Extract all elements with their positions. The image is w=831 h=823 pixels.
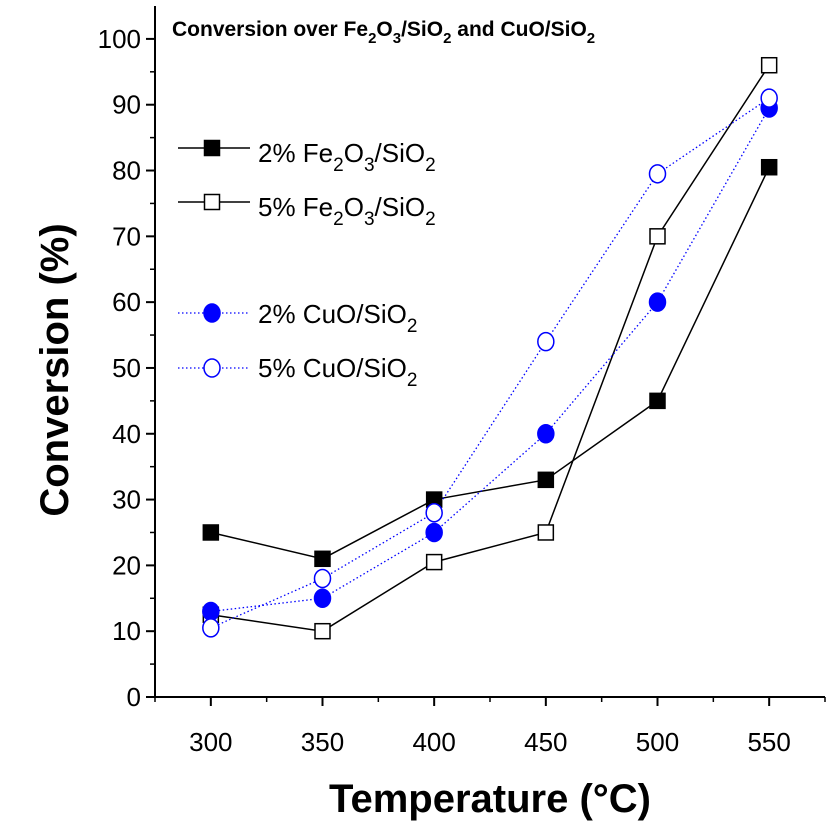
data-point-series-1 <box>425 553 443 571</box>
data-point-series-3 <box>648 164 667 184</box>
data-point-series-1 <box>760 56 778 74</box>
x-tick-label: 450 <box>524 727 567 757</box>
data-point-series-2 <box>202 601 220 622</box>
data-point-series-0 <box>202 524 220 541</box>
legend-label-5pct-fe2o3: 5% Fe2O3/SiO2 <box>258 192 436 230</box>
data-point-series-0 <box>314 550 331 568</box>
y-ticks: 0 10 20 30 40 50 60 70 80 90 100 <box>98 24 155 712</box>
data-point-series-3 <box>537 331 555 352</box>
data-point-series-3 <box>425 502 443 523</box>
x-axis-title: Temperature (°C) <box>329 777 651 821</box>
data-point-series-0 <box>760 158 778 176</box>
chart-title: Conversion over Fe2O3/SiO2 and CuO/SiO2 <box>172 18 595 47</box>
x-tick-label: 500 <box>636 727 679 757</box>
legend-marker <box>203 139 221 157</box>
series-lines <box>210 64 770 632</box>
legend: 2% Fe2O3/SiO2 5% Fe2O3/SiO2 2% CuO/SiO2 … <box>178 138 436 391</box>
data-point-series-0 <box>649 392 666 410</box>
legend-symbol-2pct-cuo <box>178 303 250 323</box>
data-point-series-3 <box>760 88 778 108</box>
x-tick-label: 350 <box>301 727 344 757</box>
series-line-0 <box>210 166 770 560</box>
data-point-series-2 <box>313 588 332 609</box>
legend-symbol-2pct-fe2o3 <box>178 139 250 157</box>
data-point-series-0 <box>537 471 555 489</box>
y-tick-label: 20 <box>112 550 141 580</box>
x-tick-label: 550 <box>747 727 790 757</box>
legend-symbol-5pct-fe2o3 <box>178 193 250 211</box>
series-line-2 <box>210 107 770 613</box>
data-point-series-3 <box>313 568 332 589</box>
y-tick-label: 80 <box>112 156 141 186</box>
y-tick-label: 0 <box>127 682 141 712</box>
data-point-series-1 <box>649 228 666 245</box>
legend-marker <box>203 358 221 378</box>
data-point-series-2 <box>537 424 555 444</box>
legend-label-2pct-fe2o3: 2% Fe2O3/SiO2 <box>258 138 436 176</box>
y-tick-label: 70 <box>112 221 141 251</box>
y-tick-label: 40 <box>112 419 141 449</box>
legend-label-2pct-cuo: 2% CuO/SiO2 <box>258 299 417 337</box>
legend-marker <box>203 303 221 323</box>
data-point-series-2 <box>648 292 667 312</box>
legend-label-5pct-cuo: 5% CuO/SiO2 <box>258 353 417 391</box>
y-tick-label: 90 <box>112 90 141 120</box>
data-point-series-3 <box>202 618 220 638</box>
legend-symbol-5pct-cuo <box>178 358 250 378</box>
data-point-series-1 <box>537 524 555 541</box>
y-axis-title: Conversion (%) <box>33 223 77 516</box>
y-tick-label: 10 <box>112 616 141 646</box>
y-tick-label: 60 <box>112 287 141 317</box>
data-point-series-1 <box>314 622 331 640</box>
data-point-series-2 <box>425 522 443 543</box>
y-tick-label: 100 <box>98 24 141 54</box>
x-ticks: 300 350 400 450 500 550 <box>154 697 826 757</box>
x-tick-label: 300 <box>189 727 232 757</box>
series-line-3 <box>210 97 770 629</box>
y-tick-label: 30 <box>112 485 141 515</box>
x-tick-label: 400 <box>412 727 455 757</box>
series-markers <box>202 56 778 640</box>
y-tick-label: 50 <box>112 353 141 383</box>
series-line-1 <box>210 64 770 632</box>
legend-marker <box>203 193 221 211</box>
axes <box>154 6 825 698</box>
